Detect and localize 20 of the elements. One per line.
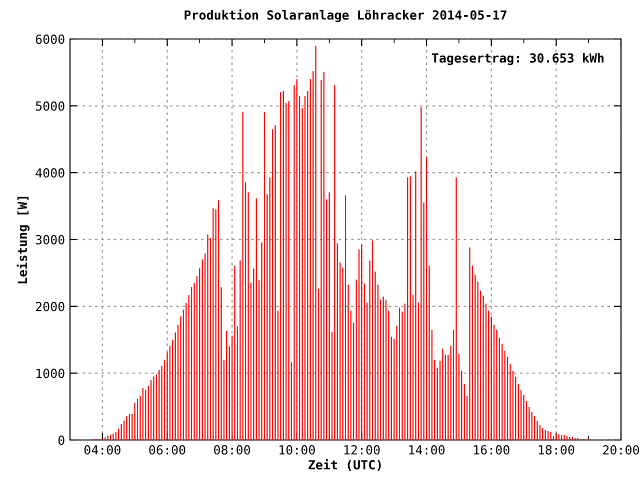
x-tick-label: 16:00 xyxy=(474,445,510,455)
x-tick-label: 12:00 xyxy=(344,445,380,455)
chart-title: Produktion Solaranlage Löhracker 2014-05-17 xyxy=(184,9,506,22)
x-tick-label: 04:00 xyxy=(84,445,120,455)
x-tick-label: 08:00 xyxy=(214,445,250,455)
y-tick-label: 2000 xyxy=(36,302,64,312)
x-tick-label: 20:00 xyxy=(603,445,640,455)
x-tick-label: 14:00 xyxy=(409,445,445,455)
x-axis-title: Zeit (UTC) xyxy=(308,459,381,471)
x-tick-label: 06:00 xyxy=(149,445,186,455)
y-tick-label: 3000 xyxy=(36,235,64,244)
y-tick-label: 0 xyxy=(58,436,64,445)
y-tick-label: 6000 xyxy=(36,34,64,44)
annotation: Tagesertrag: 30.653 kWh xyxy=(432,53,604,66)
y-tick-label: 5000 xyxy=(36,101,64,111)
y-axis-title: Leistung [W] xyxy=(16,196,30,284)
x-tick-label: 18:00 xyxy=(538,445,574,455)
y-tick-label: 1000 xyxy=(36,368,64,378)
y-tick-label: 4000 xyxy=(36,168,64,178)
x-tick-label: 10:00 xyxy=(280,445,315,455)
